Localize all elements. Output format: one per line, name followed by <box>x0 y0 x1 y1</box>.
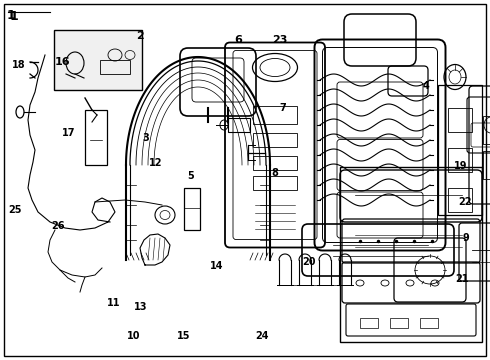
Bar <box>253 133 297 147</box>
Text: 22: 22 <box>458 197 471 207</box>
Text: 23: 23 <box>272 35 288 45</box>
Bar <box>100 60 130 74</box>
Bar <box>438 85 482 215</box>
Text: 1: 1 <box>6 9 15 22</box>
Bar <box>228 118 250 132</box>
Text: 21: 21 <box>455 274 468 284</box>
Text: 20: 20 <box>302 257 316 267</box>
Bar <box>483 116 490 144</box>
Text: 25: 25 <box>8 204 22 215</box>
Bar <box>253 156 297 170</box>
Text: 16: 16 <box>55 57 71 67</box>
Text: 24: 24 <box>255 330 269 341</box>
Text: 17: 17 <box>62 128 75 138</box>
Bar <box>85 110 107 165</box>
Text: 3: 3 <box>143 132 149 143</box>
Bar <box>390 318 408 328</box>
Bar <box>420 318 438 328</box>
Text: 12: 12 <box>148 158 162 168</box>
Text: 18: 18 <box>12 60 25 70</box>
Text: 9: 9 <box>462 233 469 243</box>
Bar <box>448 148 472 172</box>
Text: 7: 7 <box>280 103 287 113</box>
Text: 5: 5 <box>188 171 195 181</box>
Text: 26: 26 <box>51 221 65 231</box>
Bar <box>340 167 482 342</box>
Text: 1: 1 <box>10 10 19 23</box>
Bar <box>184 188 200 230</box>
Bar <box>54 30 142 90</box>
Text: 19: 19 <box>454 161 467 171</box>
Bar <box>253 176 297 190</box>
Text: 4: 4 <box>423 81 430 91</box>
Text: 8: 8 <box>271 168 278 178</box>
Text: 11: 11 <box>107 298 121 308</box>
Text: 13: 13 <box>134 302 148 312</box>
Bar <box>483 151 490 179</box>
Bar <box>448 188 472 212</box>
Bar <box>253 106 297 124</box>
Text: 2: 2 <box>136 31 144 41</box>
Text: 15: 15 <box>177 330 191 341</box>
Text: 10: 10 <box>126 330 140 341</box>
Text: 6: 6 <box>235 35 243 45</box>
Text: 14: 14 <box>210 261 223 271</box>
Bar <box>448 108 472 132</box>
Bar <box>360 318 378 328</box>
